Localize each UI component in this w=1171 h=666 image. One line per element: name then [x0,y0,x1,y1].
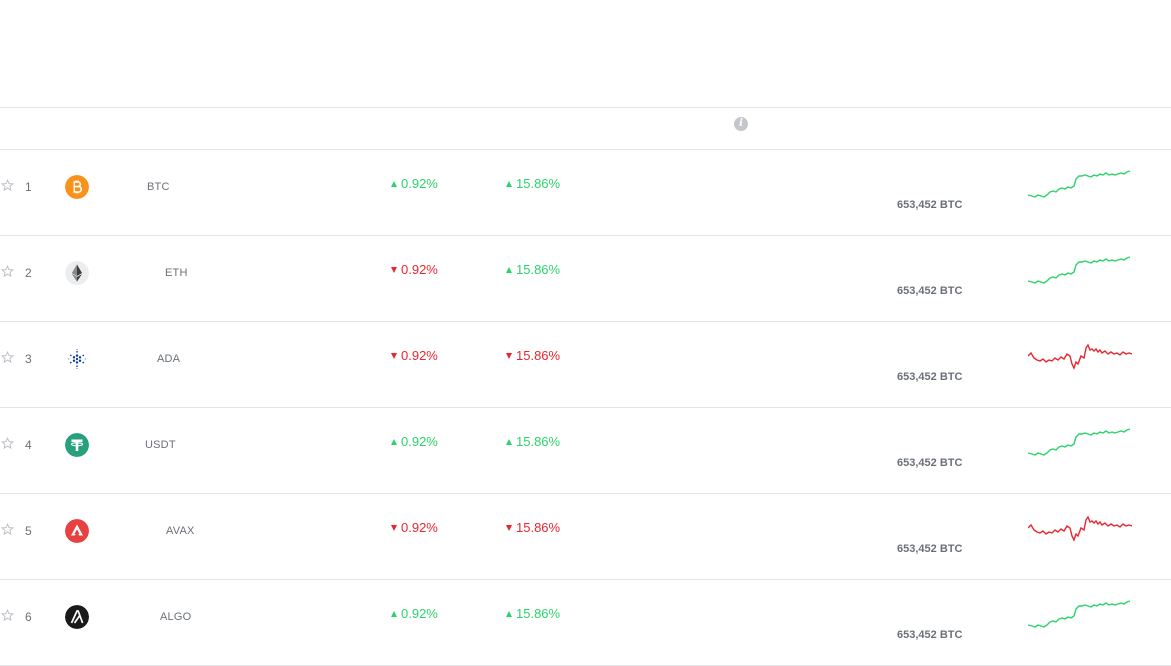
table-row[interactable]: 2 ETH 0.92% 15.86% 653,452 BTC [0,236,1171,322]
arrow-down-icon [391,352,397,359]
arrow-down-icon [391,524,397,531]
rank: 3 [25,352,32,366]
sparkline-chart [1028,256,1131,284]
table-row[interactable]: 4 USDT 0.92% 15.86% 653,452 BTC [0,408,1171,494]
arrow-up-icon [391,610,397,617]
change-24h: 15.86% [506,520,560,535]
star-icon[interactable] [1,523,14,536]
avalanche-logo-icon [65,519,89,543]
table-row[interactable]: 3 ADA 0.92% 15.86% 653,452 BTC [0,322,1171,408]
arrow-down-icon [506,352,512,359]
rank: 2 [25,266,32,280]
volume: 653,452 BTC [897,543,963,555]
change-24h: 15.86% [506,176,560,191]
change-24h: 15.86% [506,348,560,363]
coin-symbol: USDT [145,439,176,451]
ethereum-logo-icon [65,261,89,285]
change-1h: 0.92% [391,434,438,449]
sparkline-chart [1028,170,1131,198]
volume: 653,452 BTC [897,371,963,383]
cardano-logo-icon [65,347,89,371]
volume: 653,452 BTC [897,629,963,641]
coin-symbol: AVAX [166,525,195,537]
sparkline-chart [1028,343,1132,370]
sparkline-chart [1028,515,1132,542]
star-icon[interactable] [1,265,14,278]
arrow-up-icon [506,438,512,445]
volume: 653,452 BTC [897,457,963,469]
change-24h: 15.86% [506,606,560,621]
arrow-up-icon [391,180,397,187]
table-header-row: i [0,107,1171,150]
info-icon[interactable]: i [734,117,748,131]
table-row[interactable]: 1 BTC 0.92% 15.86% 653,452 BTC [0,150,1171,236]
coin-symbol: ETH [165,267,188,279]
tether-logo-icon [65,433,89,457]
star-icon[interactable] [1,179,14,192]
rank: 4 [25,438,32,452]
coin-symbol: ALGO [160,611,192,623]
change-1h: 0.92% [391,176,438,191]
change-24h: 15.86% [506,434,560,449]
star-icon[interactable] [1,351,14,364]
table-row[interactable]: 6 ALGO 0.92% 15.86% 653,452 BTC [0,580,1171,666]
crypto-market-table: i 1 BTC 0.92% 15.86% 653,452 BTC 2 ETH 0… [0,107,1171,666]
volume: 653,452 BTC [897,285,963,297]
change-1h: 0.92% [391,606,438,621]
rank: 5 [25,524,32,538]
star-icon[interactable] [1,437,14,450]
change-1h: 0.92% [391,348,438,363]
algorand-logo-icon [65,605,89,629]
change-24h: 15.86% [506,262,560,277]
table-row[interactable]: 5 AVAX 0.92% 15.86% 653,452 BTC [0,494,1171,580]
coin-symbol: BTC [147,181,170,193]
volume: 653,452 BTC [897,199,963,211]
rank: 6 [25,610,32,624]
sparkline-chart [1028,600,1131,628]
arrow-down-icon [391,266,397,273]
bitcoin-logo-icon [65,175,89,199]
sparkline-chart [1028,428,1131,456]
arrow-up-icon [506,610,512,617]
arrow-up-icon [391,438,397,445]
star-icon[interactable] [1,609,14,622]
change-1h: 0.92% [391,520,438,535]
coin-symbol: ADA [157,353,181,365]
arrow-up-icon [506,180,512,187]
rank: 1 [25,180,32,194]
arrow-down-icon [506,524,512,531]
arrow-up-icon [506,266,512,273]
change-1h: 0.92% [391,262,438,277]
